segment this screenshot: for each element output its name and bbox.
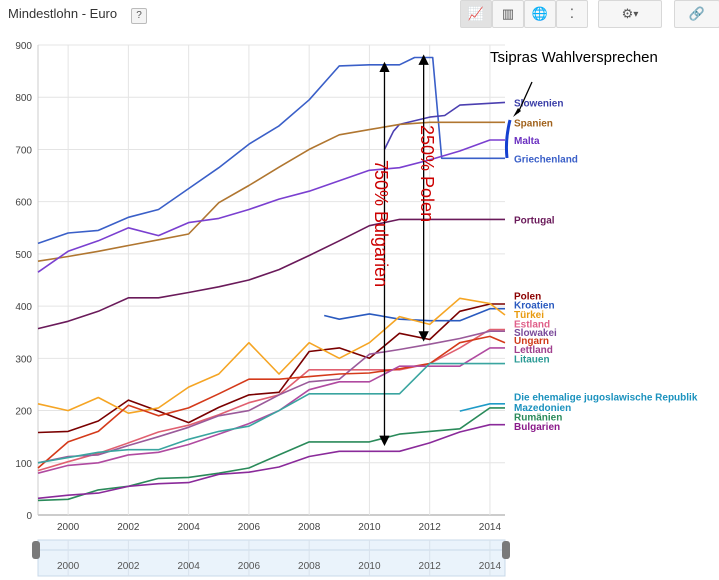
series-line-7 — [37, 297, 506, 414]
map-button[interactable]: 🌐 — [524, 0, 556, 28]
help-button[interactable]: ? — [131, 8, 147, 24]
series-label: Estland — [514, 319, 550, 330]
series-line-9 — [37, 330, 505, 464]
series-label: Lettland — [514, 345, 553, 356]
y-tick-label: 400 — [15, 302, 32, 313]
slider-right-handle[interactable] — [502, 541, 510, 559]
series-label: Mazedonien — [514, 403, 571, 414]
series-line-14 — [37, 407, 505, 502]
x-tick-label: 2014 — [479, 522, 502, 533]
series-label: Ungarn — [514, 336, 549, 347]
series-line-10 — [37, 335, 506, 469]
x-tick-label: 2012 — [419, 522, 442, 533]
slider-tick-label: 2014 — [479, 561, 502, 572]
slider-track — [37, 539, 506, 577]
series-line-8 — [37, 328, 505, 472]
series-labels: Griechenland Slowenien Spanien Malta Portuga… — [514, 98, 698, 433]
y-tick-label: 100 — [15, 459, 32, 470]
series-line-13 — [459, 403, 505, 412]
series-line-4 — [37, 218, 505, 330]
x-tick-label: 2002 — [117, 522, 140, 533]
series-label: Kroatien — [514, 301, 555, 312]
y-tick-label: 700 — [15, 145, 32, 156]
bar-chart-icon: ▥ — [501, 6, 515, 21]
range-slider: 2000 2002 2004 2006 2008 2010 2012 2014 — [37, 539, 506, 577]
slider-tick-label: 2000 — [57, 561, 80, 572]
y-tick-label: 800 — [15, 93, 32, 104]
annotation-bulgarien: 750% Bulgarien — [371, 160, 391, 287]
y-tick-label: 600 — [15, 198, 32, 209]
globe-icon: 🌐 — [531, 6, 549, 21]
line-chart-icon: 📈 — [467, 6, 485, 21]
x-tick-label: 2006 — [238, 522, 261, 533]
y-tick-label: 900 — [15, 41, 32, 52]
tsipras-arrow — [517, 81, 533, 114]
y-tick-label: 0 — [26, 511, 32, 522]
slider-tick-label: 2008 — [298, 561, 321, 572]
series-label: Rumänien — [514, 412, 562, 423]
chevron-down-icon: ▾ — [633, 8, 639, 20]
series-label: Slowakei — [514, 328, 557, 339]
bar-chart-button[interactable]: ▥ — [492, 0, 524, 28]
series-label: Bulgarien — [514, 422, 560, 433]
series-label: Die ehemalige jugoslawische Republik — [514, 392, 698, 403]
series-label: Polen — [514, 292, 541, 303]
series-label: Malta — [514, 136, 540, 147]
chart-grid — [38, 44, 505, 516]
slider-tick-label: 2006 — [238, 561, 261, 572]
series-label: Türkei — [514, 310, 544, 321]
series-line-3 — [37, 139, 505, 273]
chart-series — [37, 56, 506, 502]
series-label: Portugal — [514, 215, 555, 226]
gear-icon: ⚙ — [621, 6, 634, 21]
chart-axes: 0 100 200 300 400 500 600 700 800 900 2000 2002 2004… — [15, 41, 501, 533]
series-line-15 — [37, 423, 505, 500]
scatter-chart-icon: ⁚ — [569, 6, 575, 21]
series-line-2 — [37, 121, 505, 262]
slider-tick-label: 2002 — [117, 561, 140, 572]
slider-left-handle[interactable] — [32, 541, 40, 559]
x-tick-label: 2008 — [298, 522, 321, 533]
y-tick-label: 300 — [15, 354, 32, 365]
settings-button[interactable]: ⚙ ▾ — [598, 0, 662, 28]
series-label: Griechenland — [514, 154, 578, 165]
chart-annotations: Tsipras Wahlversprechen 250% Polen 750% Bu… — [371, 49, 658, 447]
blue-bracket — [504, 119, 512, 159]
y-tick-label: 200 — [15, 407, 32, 418]
link-icon: 🔗 — [688, 6, 706, 21]
series-label: Spanien — [514, 118, 553, 129]
series-line-6 — [324, 307, 505, 322]
series-line-12 — [37, 362, 505, 464]
series-line-1 — [383, 101, 506, 150]
tsipras-arrowhead — [513, 108, 521, 117]
line-chart-button[interactable]: 📈 — [460, 0, 492, 28]
chart-title: Mindestlohn - Euro — [8, 6, 118, 21]
slider-tick-label: 2004 — [178, 561, 201, 572]
x-tick-label: 2004 — [178, 522, 201, 533]
series-label: Slowenien — [514, 98, 563, 109]
series-label: Litauen — [514, 354, 550, 365]
slider-tick-label: 2012 — [419, 561, 442, 572]
x-tick-label: 2000 — [57, 522, 80, 533]
annotation-tsipras: Tsipras Wahlversprechen — [490, 49, 658, 66]
x-tick-label: 2010 — [358, 522, 381, 533]
slider-tick-label: 2010 — [358, 561, 381, 572]
annotation-polen: 250% Polen — [417, 125, 437, 222]
link-button[interactable]: 🔗 — [674, 0, 719, 28]
scatter-button[interactable]: ⁚ — [556, 0, 588, 28]
y-tick-label: 500 — [15, 250, 32, 261]
